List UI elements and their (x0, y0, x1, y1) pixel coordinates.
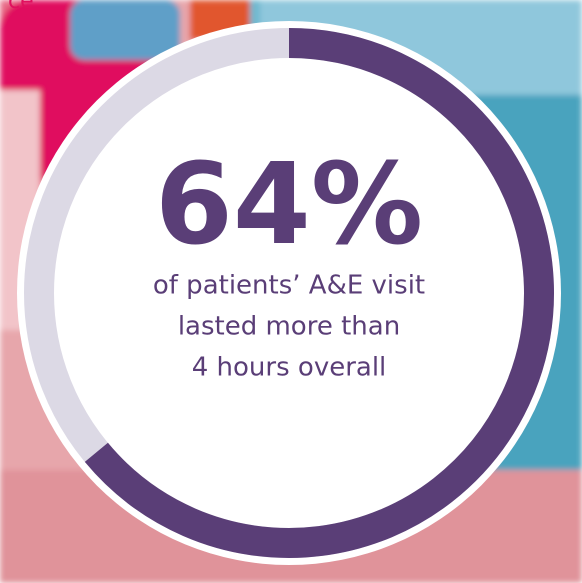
caption-line: lasted more than (178, 312, 400, 342)
ring-base (17, 21, 561, 565)
caption-line: of patients’ A&E visit (153, 271, 425, 301)
caption-line: 4 hours overall (192, 353, 387, 383)
donut-chart (24, 28, 554, 558)
progress-arc (84, 28, 554, 558)
caption: of patients’ A&E visit lasted more than 4 … (153, 271, 425, 383)
corner-text: ce (8, 0, 34, 14)
value-label: 64% (155, 140, 423, 270)
